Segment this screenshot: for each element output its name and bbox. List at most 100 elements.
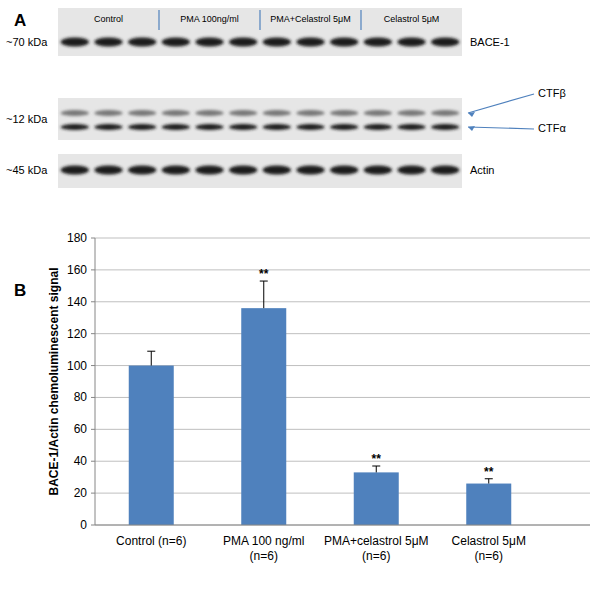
blot-band [330, 124, 358, 130]
error-bar [485, 479, 493, 484]
y-tick [91, 269, 95, 270]
arrow-head [468, 126, 475, 131]
x-tick-label: Control (n=6) [116, 534, 186, 548]
blot [58, 8, 462, 188]
y-tick-label: 20 [74, 486, 88, 500]
blot-band [94, 124, 122, 130]
grid-line [95, 525, 590, 526]
blot-band [431, 110, 459, 116]
y-tick [91, 525, 95, 526]
y-tick [91, 461, 95, 462]
band-label: Actin [470, 164, 494, 176]
bar [241, 308, 286, 525]
blot-band [229, 166, 257, 175]
blot-band [330, 38, 358, 47]
y-tick-label: 160 [67, 263, 87, 277]
y-tick [91, 238, 95, 239]
blot-band [128, 124, 156, 130]
group-divider [158, 10, 159, 30]
error-bar [372, 466, 380, 472]
blot-band [364, 124, 392, 130]
significance: ** [259, 267, 269, 281]
y-tick [91, 301, 95, 302]
blot-band [94, 110, 122, 116]
x-tick-label: PMA+celastrol 5μM(n=6) [324, 534, 429, 563]
blot-band [330, 166, 358, 175]
grid-line [95, 333, 590, 334]
grid-line [95, 238, 590, 239]
band-label: CTFβ [538, 87, 566, 99]
blot-band [330, 110, 358, 116]
y-tick [91, 429, 95, 430]
grid [95, 238, 590, 525]
blot-band [263, 110, 291, 116]
label-line: (n=6) [475, 549, 503, 563]
panel-label: B [14, 281, 26, 300]
blot-band [431, 166, 459, 175]
blot-band [296, 110, 324, 116]
blot-band [128, 38, 156, 47]
blot-band [128, 166, 156, 175]
y-tick-label: 140 [67, 295, 87, 309]
blot-band [397, 38, 425, 47]
band-label: BACE-1 [470, 36, 510, 48]
x-tick-label: Celastrol 5μM(n=6) [452, 534, 526, 563]
blot-band [229, 110, 257, 116]
blot-band [195, 166, 223, 175]
y-tick-label: 40 [74, 454, 88, 468]
blot-band [296, 38, 324, 47]
y-tick [91, 365, 95, 366]
arrow [468, 127, 534, 129]
error-bar [147, 351, 155, 365]
y-tick [91, 397, 95, 398]
blot-band [397, 110, 425, 116]
blot-band [263, 38, 291, 47]
blot-strip [58, 98, 462, 140]
blot-band [128, 110, 156, 116]
blot-band [195, 38, 223, 47]
blot-band [61, 38, 89, 47]
blot-band [229, 124, 257, 130]
label-line: Control (n=6) [116, 534, 186, 548]
blot-band [162, 166, 190, 175]
blot-band [162, 124, 190, 130]
blot-band [296, 124, 324, 130]
blot-band [296, 166, 324, 175]
error-bar [260, 281, 268, 308]
blot-band [364, 166, 392, 175]
group-label: Celastrol 5μM [384, 14, 440, 24]
significance: ** [484, 465, 494, 479]
y-tick-label: 120 [67, 327, 87, 341]
group-divider [259, 10, 260, 30]
y-tick-label: 60 [74, 422, 88, 436]
size-label: ~45 kDa [6, 164, 48, 176]
blot-band [397, 124, 425, 130]
y-axis [95, 238, 96, 525]
grid-line [95, 269, 590, 270]
label-line: (n=6) [250, 549, 278, 563]
blot-band [263, 166, 291, 175]
grid-line [95, 301, 590, 302]
group-label: PMA+Celastrol 5μM [270, 14, 350, 24]
y-tick-label: 0 [80, 518, 87, 532]
significance: ** [372, 452, 382, 466]
size-label: ~12 kDa [6, 113, 48, 125]
arrow-head [468, 112, 475, 117]
blot-band [61, 124, 89, 130]
blot-band [397, 166, 425, 175]
blot-band [94, 38, 122, 47]
blot-band [195, 110, 223, 116]
size-label: ~70 kDa [6, 36, 48, 48]
blot-band [431, 124, 459, 130]
x-tick-label: PMA 100 ng/ml(n=6) [223, 534, 304, 563]
y-tick [91, 333, 95, 334]
canvas: A~70 kDaBACE-1~12 kDaCTFβCTFα~45 kDaActi… [0, 0, 600, 610]
y-tick-label: 180 [67, 231, 87, 245]
label-line: (n=6) [362, 549, 390, 563]
blot-band [431, 38, 459, 47]
y-tick-label: 100 [67, 359, 87, 373]
label-line: Celastrol 5μM [452, 534, 526, 548]
group-divider [360, 10, 361, 30]
blot-band [229, 38, 257, 47]
group-label: Control [94, 14, 123, 24]
